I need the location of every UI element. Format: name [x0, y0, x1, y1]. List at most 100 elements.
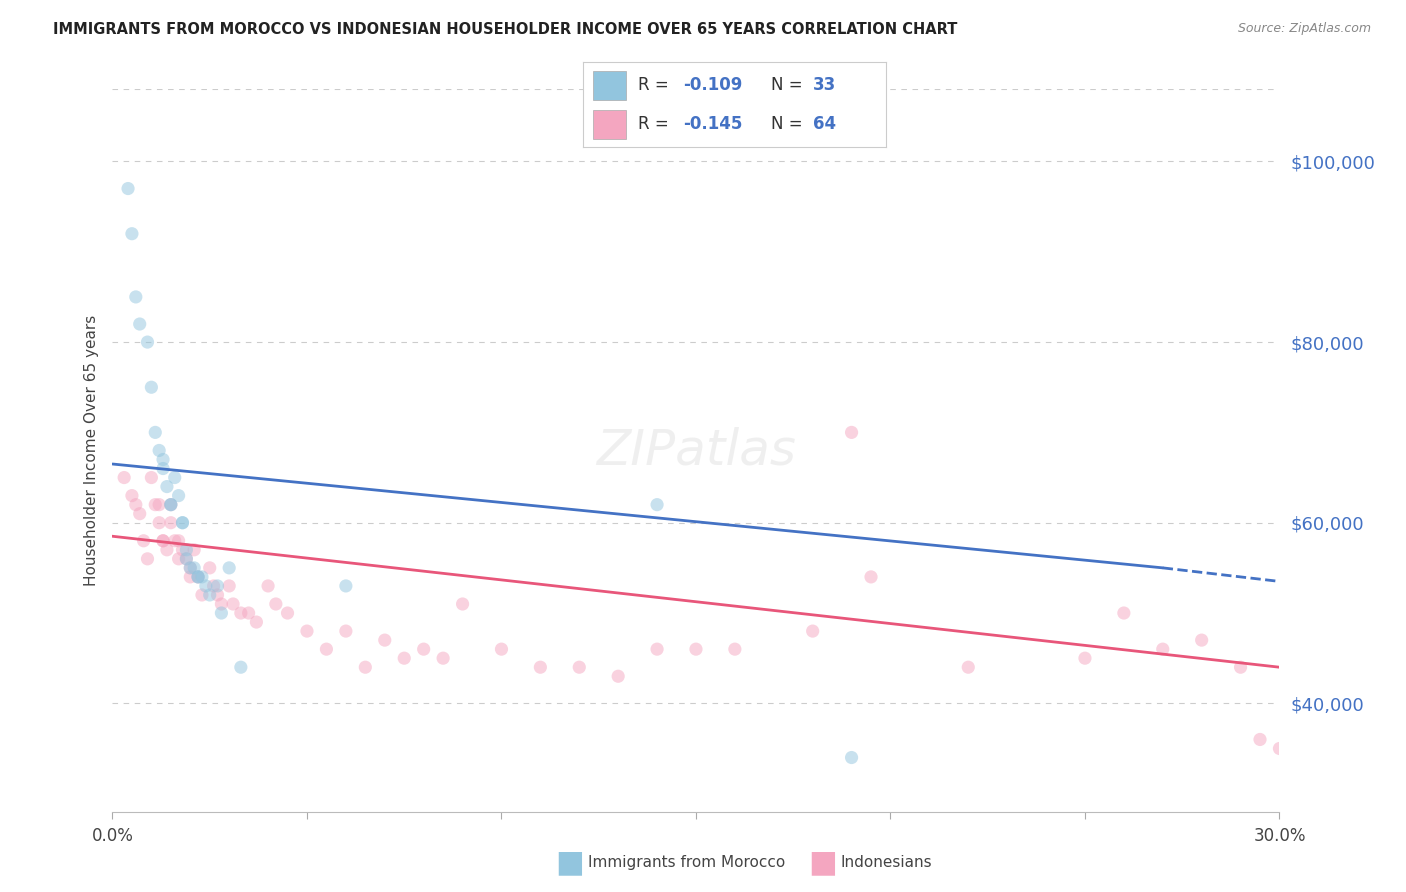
Point [132, 533, 155, 548]
Point [335, 579, 357, 593]
Text: IMMIGRANTS FROM MOROCCO VS INDONESIAN HOUSEHOLDER INCOME OVER 65 YEARS CORRELATI: IMMIGRANTS FROM MOROCCO VS INDONESIAN HO… [53, 22, 957, 37]
Point [128, 317, 150, 331]
Point [394, 651, 416, 665]
Point [645, 498, 668, 512]
Text: Indonesians: Indonesians [841, 855, 932, 870]
Text: N =: N = [770, 77, 808, 95]
Point [179, 570, 201, 584]
Point [141, 380, 163, 394]
Point [245, 615, 267, 629]
Point [568, 660, 591, 674]
Point [160, 498, 183, 512]
Bar [592, 110, 626, 139]
Point [152, 461, 174, 475]
Point [202, 579, 225, 593]
Point [295, 624, 318, 639]
Point [179, 561, 201, 575]
Text: Source: ZipAtlas.com: Source: ZipAtlas.com [1237, 22, 1371, 36]
Point [207, 588, 229, 602]
Point [841, 750, 863, 764]
Point [148, 516, 170, 530]
Point [1229, 660, 1251, 674]
Point [218, 561, 240, 575]
Point [167, 551, 190, 566]
Point [163, 533, 186, 548]
Point [374, 633, 396, 648]
Point [156, 480, 179, 494]
Point [209, 606, 232, 620]
Point [143, 498, 166, 512]
Point [1191, 633, 1213, 648]
Point [152, 533, 174, 548]
Point [1152, 642, 1174, 657]
Point [1249, 732, 1271, 747]
Point [207, 579, 229, 593]
Point [136, 551, 159, 566]
Point [172, 542, 194, 557]
Point [176, 551, 198, 566]
Point [163, 470, 186, 484]
Point [183, 542, 205, 557]
Point [148, 498, 170, 512]
Point [187, 570, 209, 584]
Point [160, 498, 183, 512]
Text: R =: R = [638, 77, 673, 95]
Point [183, 561, 205, 575]
Point [125, 290, 148, 304]
Point [187, 570, 209, 584]
Point [172, 516, 194, 530]
Point [112, 470, 135, 484]
Point [354, 660, 377, 674]
Text: ■: ■ [808, 848, 838, 877]
Point [179, 561, 201, 575]
Point [160, 516, 183, 530]
Text: 33: 33 [813, 77, 837, 95]
Point [125, 498, 148, 512]
Point [860, 570, 883, 584]
Point [801, 624, 824, 639]
Point [1112, 606, 1135, 620]
Point [117, 181, 139, 195]
Point [724, 642, 747, 657]
Point [229, 606, 252, 620]
Point [167, 489, 190, 503]
Text: 64: 64 [813, 115, 837, 133]
Point [156, 542, 179, 557]
Point [238, 606, 260, 620]
Point [607, 669, 630, 683]
Point [451, 597, 474, 611]
Point [685, 642, 707, 657]
Point [121, 227, 143, 241]
Point [645, 642, 668, 657]
Point [167, 533, 190, 548]
Point [335, 624, 357, 639]
Point [1268, 741, 1291, 756]
Point [222, 597, 245, 611]
Point [957, 660, 980, 674]
Point [209, 597, 232, 611]
Text: ■: ■ [555, 848, 585, 877]
Point [257, 579, 280, 593]
Point [412, 642, 434, 657]
Point [191, 570, 214, 584]
Point [264, 597, 287, 611]
Point [152, 533, 174, 548]
Point [432, 651, 454, 665]
Point [491, 642, 513, 657]
Point [148, 443, 170, 458]
Point [172, 516, 194, 530]
Point [176, 542, 198, 557]
Text: Immigrants from Morocco: Immigrants from Morocco [588, 855, 785, 870]
Text: ZIPatlas: ZIPatlas [596, 426, 796, 475]
Point [194, 579, 217, 593]
Point [121, 489, 143, 503]
Point [143, 425, 166, 440]
Point [191, 588, 214, 602]
Bar [592, 71, 626, 100]
Point [1074, 651, 1097, 665]
Point [315, 642, 337, 657]
Text: -0.109: -0.109 [683, 77, 742, 95]
Point [141, 470, 163, 484]
Point [136, 334, 159, 349]
Point [176, 551, 198, 566]
